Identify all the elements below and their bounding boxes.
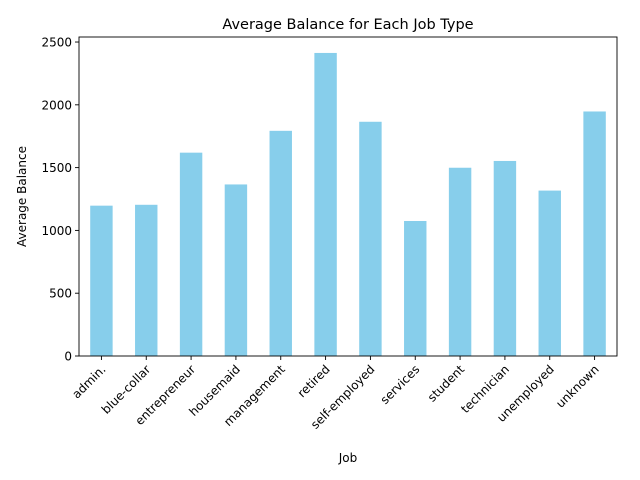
x-tick-label: student <box>425 362 468 405</box>
y-tick-label: 2000 <box>41 98 72 112</box>
y-axis: 0 500 1000 1500 2000 2500 <box>41 36 79 364</box>
x-axis: admin.blue-collarentrepreneurhousemaidma… <box>69 356 602 432</box>
chart-title: Average Balance for Each Job Type <box>222 17 473 33</box>
y-tick-label: 1000 <box>41 224 72 238</box>
bar-technician <box>493 160 517 356</box>
bar-entrepreneur <box>179 152 203 356</box>
plot-frame <box>78 36 618 357</box>
bar-housemaid <box>224 184 248 356</box>
x-tick-label: retired <box>295 362 333 400</box>
bar-blue-collar <box>135 204 158 356</box>
y-tick-label: 500 <box>49 287 72 301</box>
y-tick-label: 0 <box>64 350 72 364</box>
bars-group <box>90 52 606 357</box>
bar-admin <box>90 205 113 356</box>
bar-retired <box>314 52 337 356</box>
bar-services <box>404 220 427 356</box>
y-tick-label: 2500 <box>41 36 72 50</box>
y-axis-label: Average Balance <box>15 146 29 247</box>
bar-unknown <box>583 111 606 356</box>
x-tick-label: services <box>378 362 423 407</box>
x-tick-label: admin. <box>69 362 108 401</box>
x-axis-label: Job <box>338 451 358 465</box>
x-tick-label: unknown <box>553 362 601 410</box>
bar-student <box>448 167 472 356</box>
bar-management <box>269 130 292 356</box>
bar-self-employed <box>359 121 382 357</box>
bar-unemployed <box>538 190 561 356</box>
y-tick-label: 1500 <box>41 161 72 175</box>
